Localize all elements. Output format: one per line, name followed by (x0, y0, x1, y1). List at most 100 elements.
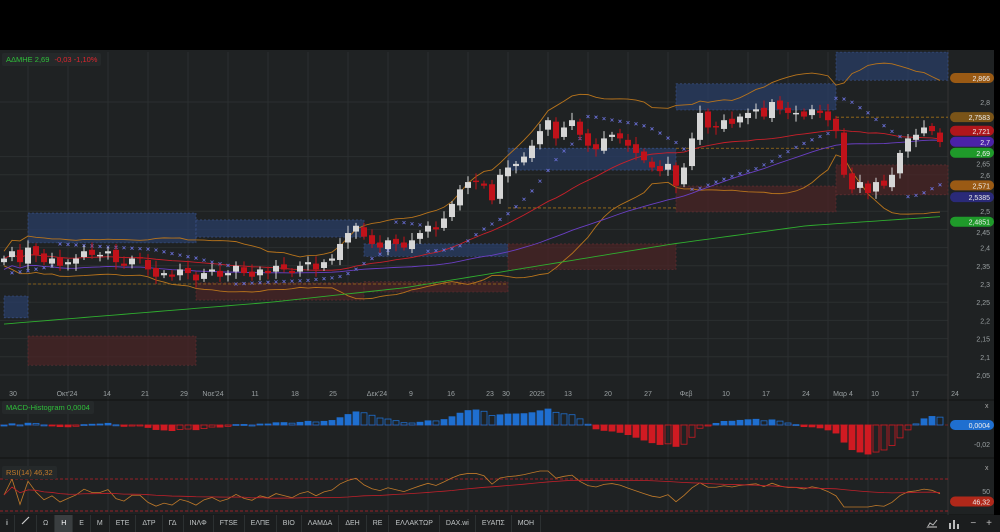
sar-marker (666, 136, 670, 140)
rsi-legend[interactable]: RSI(14) 46,32 (2, 466, 57, 479)
toolbar-item[interactable]: ΛΑΜΔΑ (302, 515, 340, 532)
macd-bar (600, 424, 608, 431)
candle (177, 263, 183, 281)
sar-marker (106, 245, 110, 249)
candle-body (113, 249, 119, 263)
macd-bar (760, 420, 768, 426)
price-tag (950, 147, 994, 158)
candle (881, 174, 887, 189)
macd-bar (304, 420, 312, 426)
toolbar-item[interactable]: ΕΥΑΠΣ (476, 515, 512, 532)
sar-marker (530, 189, 534, 193)
candle (353, 222, 359, 239)
candle-body (9, 251, 15, 258)
macd-bar (584, 423, 592, 426)
x-tick-label: 2025 (529, 391, 545, 398)
candle (1, 255, 7, 266)
toolbar-item[interactable]: ΜΟΗ (512, 515, 542, 532)
sar-marker (490, 222, 494, 226)
price-tag (950, 216, 994, 227)
zoom-out-button[interactable]: − (970, 518, 977, 529)
macd-bar (24, 422, 32, 426)
macd-bar (512, 413, 520, 426)
candle (345, 225, 351, 249)
toolbar-item[interactable]: ΙΝΛΦ (184, 515, 214, 532)
sar-marker (778, 154, 782, 159)
toolbar-item[interactable]: Ω (37, 515, 56, 532)
macd-bar (528, 412, 536, 426)
candle-body (913, 134, 919, 140)
candle-body (57, 257, 63, 266)
zoom-in-button[interactable]: + (986, 518, 992, 529)
x-tick-label: 10 (871, 391, 879, 398)
candle-body (249, 271, 255, 277)
toolbar-item[interactable]: ΕΛΛΑΚΤΩΡ (389, 515, 440, 532)
x-tick-label: 21 (141, 391, 149, 398)
candle-body (489, 184, 495, 201)
toolbar-item[interactable]: ΔΕΗ (339, 515, 367, 532)
candle-body (641, 151, 647, 161)
candle-body (49, 258, 55, 264)
info-button[interactable]: i (0, 515, 15, 532)
candle-body (1, 258, 7, 263)
candle-body (601, 138, 607, 151)
toolbar-item[interactable]: FTSE (214, 515, 245, 532)
x-tick-label: 24 (802, 391, 810, 398)
candle-body (577, 121, 583, 135)
x-tick-label: 10 (722, 391, 730, 398)
macd-bar (288, 422, 296, 426)
toolbar-item[interactable]: DAX.wi (440, 515, 476, 532)
toolbar-item[interactable]: Μ (91, 515, 110, 532)
macd-legend[interactable]: MACD-Histogram 0,0004 (2, 401, 94, 414)
ma-long-line (3, 216, 941, 325)
candle (513, 160, 519, 174)
candle-body (273, 265, 279, 272)
macd-bar (752, 418, 760, 426)
sar-marker (546, 168, 550, 173)
candle-body (73, 258, 79, 264)
sar-marker (162, 250, 166, 254)
sar-marker (930, 186, 934, 191)
toolbar-item[interactable]: Η (55, 515, 74, 532)
candle (841, 128, 847, 178)
macd-bar (64, 424, 72, 428)
macd-bar (808, 424, 816, 428)
x-tick-label: 14 (103, 391, 111, 398)
candle-body (137, 257, 143, 259)
ma-fast-line (3, 129, 941, 271)
bar-chart-icon[interactable] (948, 519, 960, 529)
toolbar-item[interactable]: ΔΤΡ (136, 515, 163, 532)
sar-marker (642, 123, 646, 128)
toolbar-item[interactable]: RE (367, 515, 390, 532)
top-bar (0, 0, 1000, 50)
macd-bar (552, 411, 560, 426)
macd-bar (720, 421, 728, 426)
macd-bar (16, 424, 24, 427)
candle (185, 260, 191, 280)
candle-body (505, 167, 511, 177)
candle-body (665, 163, 671, 170)
candle (241, 261, 247, 276)
macd-bar (208, 424, 216, 428)
candle (457, 184, 463, 211)
candle-body (89, 249, 95, 255)
candle-body (937, 132, 943, 143)
toolbar-item[interactable]: ΓΔ (163, 515, 184, 532)
draw-line-tool[interactable] (15, 515, 37, 532)
chart-area[interactable]: 2,866 2,8 2,7583 2,721 2,7 2,69 2,65 2,6 2,571 2,… (0, 50, 1000, 516)
macd-bar (936, 416, 944, 426)
macd-bar (376, 417, 384, 426)
toolbar-item[interactable]: Ε (73, 515, 91, 532)
sar-marker (818, 134, 822, 139)
macd-bar (504, 413, 512, 426)
indicators-icon[interactable] (926, 519, 938, 529)
toolbar-item[interactable]: ΕΛΠΕ (245, 515, 277, 532)
price-chart[interactable]: 2,866 2,8 2,7583 2,721 2,7 2,69 2,65 2,6 2,571 2,… (0, 50, 1000, 516)
symbol-legend[interactable]: ΑΔΜΗΕ 2,69 -0,03 -1,10% (2, 53, 102, 66)
candle (929, 123, 935, 136)
candle-body (441, 218, 447, 228)
toolbar-item[interactable]: ΕΤΕ (110, 515, 137, 532)
bollinger-upper (3, 62, 941, 258)
candle-body (681, 167, 687, 185)
toolbar-item[interactable]: ΒΙΟ (277, 515, 302, 532)
